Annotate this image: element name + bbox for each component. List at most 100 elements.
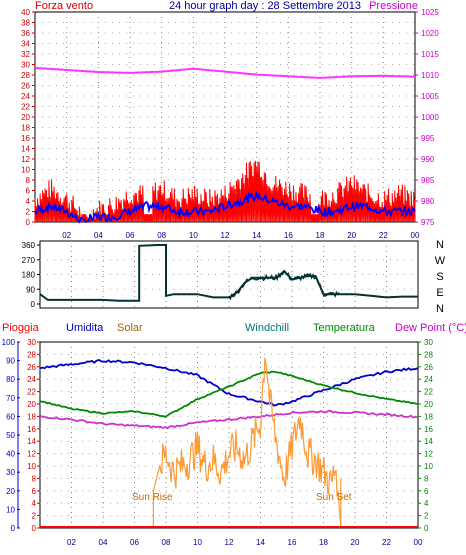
wind-tick-label: 2 xyxy=(26,208,31,217)
temperature-tick-label: 2 xyxy=(424,512,429,521)
compass-label-s: S xyxy=(436,271,443,283)
direction-tick-label: 90 xyxy=(26,285,35,294)
pressure-tick-label: 980 xyxy=(421,197,435,206)
pressure-tick-label: 985 xyxy=(421,176,435,185)
temperature-tick-label: 10 xyxy=(424,462,433,471)
bottom-x-tick-label: 04 xyxy=(99,538,108,547)
pressure-tick-label: 1005 xyxy=(421,92,439,101)
rain-tick-label: 2 xyxy=(32,512,37,521)
wind-tick-label: 36 xyxy=(21,29,30,38)
wind-direction-line xyxy=(39,244,418,302)
wind-pressure-series xyxy=(34,66,416,224)
wind-tick-label: 0 xyxy=(26,218,31,227)
wind-tick-label: 12 xyxy=(21,155,30,164)
dewpoint-line xyxy=(39,409,419,430)
wind-tick-label: 14 xyxy=(21,145,30,154)
wind-tick-label: 10 xyxy=(21,166,30,175)
top-x-tick-label: 18 xyxy=(316,231,325,240)
pressure-tick-label: 975 xyxy=(421,218,435,227)
bottom-legend: Pioggia Umidita Solar Windchill Temperat… xyxy=(2,322,466,334)
temperature-tick-label: 28 xyxy=(424,350,433,359)
wind-direction-series xyxy=(39,244,418,302)
temperature-tick-label: 24 xyxy=(424,375,433,384)
top-x-tick-label: 12 xyxy=(221,231,230,240)
bottom-x-tick-label: 22 xyxy=(382,538,391,547)
pressure-axis-ticks: 975 980 985 990 995 1000 1005 1010 1015 1020 1025 xyxy=(415,8,439,227)
top-x-tick-label: 04 xyxy=(94,231,103,240)
temperature-line xyxy=(39,370,419,418)
rain-tick-label: 28 xyxy=(27,350,36,359)
wind-tick-label: 20 xyxy=(21,113,30,122)
legend-temperatura: Temperatura xyxy=(313,322,376,334)
top-x-tick-label: 06 xyxy=(126,231,135,240)
temperature-tick-label: 8 xyxy=(424,474,429,483)
humidity-tick-label: 10 xyxy=(6,505,15,514)
rain-tick-label: 26 xyxy=(27,363,36,372)
humidity-tick-label: 40 xyxy=(6,450,15,459)
top-x-tick-label: 22 xyxy=(379,231,388,240)
humidity-tick-label: 100 xyxy=(2,338,16,347)
wind-tick-label: 26 xyxy=(21,82,30,91)
bottom-x-tick-label: 16 xyxy=(288,538,297,547)
wind-pressure-x-axis-ticks: 02 04 06 08 10 12 14 16 18 20 22 00 xyxy=(62,231,420,240)
wind-tick-label: 16 xyxy=(21,134,30,143)
direction-tick-label: 270 xyxy=(22,256,36,265)
rain-tick-label: 22 xyxy=(27,388,36,397)
humidity-tick-label: 60 xyxy=(6,412,15,421)
bottom-x-tick-label: 18 xyxy=(319,538,328,547)
humidity-tick-label: 20 xyxy=(6,487,15,496)
wind-speed-axis-label: Forza vento xyxy=(35,0,93,12)
wind-direction-detail-line xyxy=(228,269,340,301)
rain-tick-label: 10 xyxy=(27,462,36,471)
pressure-tick-label: 990 xyxy=(421,155,435,164)
direction-tick-label: 180 xyxy=(22,271,36,280)
rain-tick-label: 24 xyxy=(27,375,36,384)
legend-windchill: Windchill xyxy=(245,322,289,334)
pressure-tick-label: 1015 xyxy=(421,50,439,59)
rain-tick-label: 0 xyxy=(32,524,37,533)
temperature-tick-label: 0 xyxy=(424,524,429,533)
rain-tick-label: 20 xyxy=(27,400,36,409)
temperature-tick-label: 4 xyxy=(424,499,429,508)
compass-label-e: E xyxy=(436,287,443,299)
temperature-tick-label: 16 xyxy=(424,425,433,434)
top-x-tick-label: 14 xyxy=(252,231,261,240)
pressure-tick-label: 995 xyxy=(421,134,435,143)
bottom-x-tick-label: 00 xyxy=(414,538,423,547)
pressure-axis-label: Pressione xyxy=(369,0,418,12)
pressure-tick-label: 1010 xyxy=(421,71,439,80)
pressure-tick-label: 1020 xyxy=(421,29,439,38)
legend-solar: Solar xyxy=(117,322,143,334)
sun-set-annotation: Sun Set xyxy=(316,492,352,503)
humidity-tick-label: 0 xyxy=(11,524,16,533)
direction-tick-label: 0 xyxy=(31,300,36,309)
wind-tick-label: 32 xyxy=(21,50,30,59)
bottom-x-tick-label: 14 xyxy=(256,538,265,547)
temperature-tick-label: 12 xyxy=(424,450,433,459)
compass-label-w: W xyxy=(435,255,446,267)
humidity-tick-label: 70 xyxy=(6,394,15,403)
pressure-tick-label: 1025 xyxy=(421,8,439,17)
bottom-x-tick-label: 06 xyxy=(130,538,139,547)
wind-direction-axis-ticks: 0 90 180 270 360 xyxy=(22,241,40,309)
wind-tick-label: 28 xyxy=(21,71,30,80)
wind-tick-label: 38 xyxy=(21,19,30,28)
humidity-line xyxy=(39,359,419,407)
compass-label-n-bottom: N xyxy=(436,303,444,315)
rain-tick-label: 8 xyxy=(32,474,37,483)
wind-tick-label: 8 xyxy=(26,176,31,185)
wind-tick-label: 24 xyxy=(21,92,30,101)
legend-umidita: Umidita xyxy=(66,322,104,334)
temp-humidity-grid xyxy=(40,342,418,528)
bottom-x-tick-label: 02 xyxy=(67,538,76,547)
temperature-tick-label: 20 xyxy=(424,400,433,409)
top-x-tick-label: 20 xyxy=(347,231,356,240)
bottom-x-tick-label: 10 xyxy=(193,538,202,547)
wind-direction-grid xyxy=(40,241,418,308)
temperature-tick-label: 22 xyxy=(424,388,433,397)
temperature-tick-label: 18 xyxy=(424,412,433,421)
legend-dewpoint: Dew Point (°C) xyxy=(395,322,466,334)
